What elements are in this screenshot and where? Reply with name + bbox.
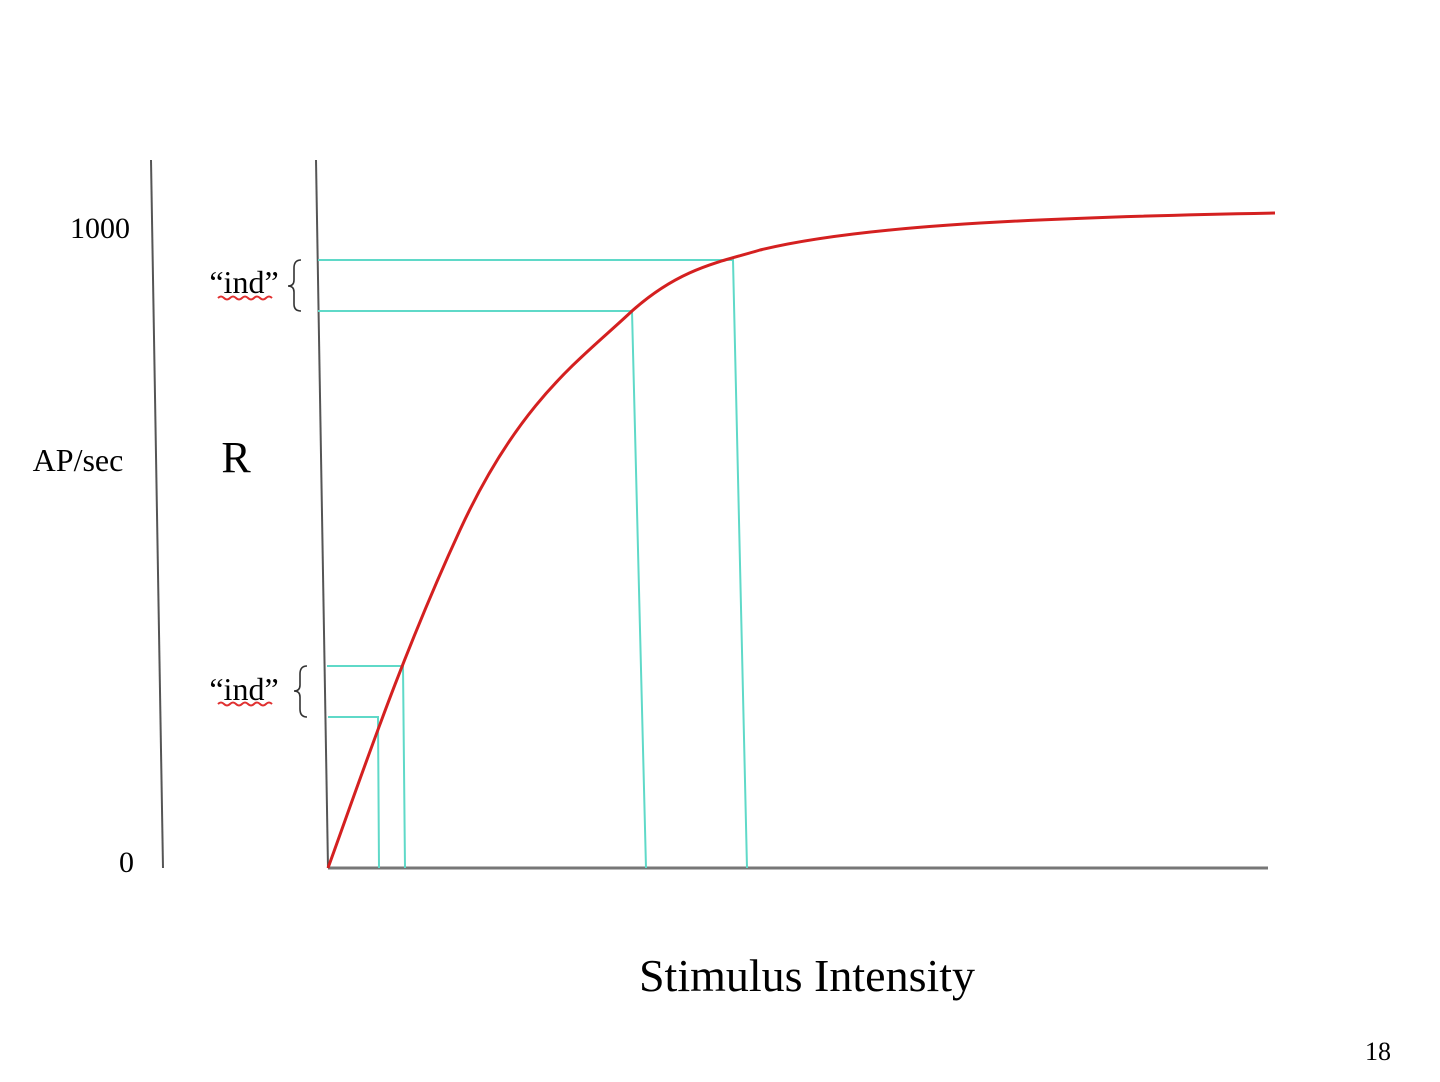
guide-upper-high [318,259,748,869]
brace-upper-icon [287,259,302,312]
guide-upper-low [318,310,647,869]
guide-lower-low [328,716,380,869]
ap-axis-bottom-label: 0 [119,846,134,879]
response-curve [326,211,1276,869]
spellcheck-underline-lower [217,701,273,707]
r-axis-line [315,159,329,869]
r-axis-title: R [221,433,251,482]
x-axis-title: Stimulus Intensity [639,950,975,1001]
ap-axis-top-label: 1000 [70,212,130,245]
brace-lower-icon [293,665,308,718]
ap-axis-line [150,159,164,869]
ap-axis-title: AP/sec [33,442,124,478]
ind-label-upper: “ind” [209,264,278,300]
page-number: 18 [1365,1037,1391,1066]
ind-label-lower: “ind” [209,671,278,707]
spellcheck-underline-upper [217,295,273,301]
